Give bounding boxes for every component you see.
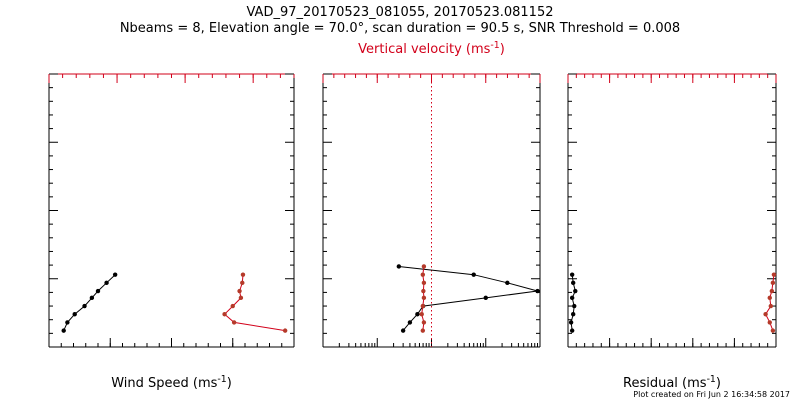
red-series-point xyxy=(222,312,227,317)
black-series-point xyxy=(471,272,476,277)
panel-wind: Wind Speed (ms-1) xyxy=(48,73,295,391)
black-series-point xyxy=(569,272,575,277)
red-series-point xyxy=(763,312,768,317)
x-axis-label-part: ) xyxy=(227,376,232,391)
top-axis-label: Vertical velocity (ms-1) xyxy=(358,40,505,57)
panel-residual: Residual (ms-1) xyxy=(567,73,777,391)
black-series-point xyxy=(415,312,420,317)
black-series-point xyxy=(571,312,576,317)
red-series-point xyxy=(771,272,777,277)
red-series-point xyxy=(421,288,426,294)
black-series-point xyxy=(82,303,87,309)
black-series-point xyxy=(65,320,70,325)
x-axis-label: Wind Speed (ms-1) xyxy=(111,374,232,391)
black-series-point xyxy=(571,280,576,286)
red-series-point xyxy=(770,328,776,333)
top-axis-label-part: -1 xyxy=(490,40,499,51)
top-axis-label-part: Vertical velocity (ms xyxy=(358,42,490,57)
red-series-point xyxy=(768,303,773,309)
black-series-point xyxy=(573,288,578,294)
red-series-point xyxy=(420,272,426,277)
black-series-point xyxy=(572,303,577,309)
red-series-point xyxy=(420,303,426,309)
x-axis-label: Residual (ms-1) xyxy=(623,374,721,391)
black-series-point xyxy=(407,320,413,325)
figure-subtitle: Nbeams = 8, Elevation angle = 70.0°, sca… xyxy=(120,21,680,36)
black-series-point xyxy=(104,280,109,286)
black-series-point xyxy=(72,312,77,317)
red-series-point xyxy=(421,295,427,301)
red-series-point xyxy=(231,320,237,325)
black-series-point xyxy=(535,288,540,294)
x-axis-label-part: -1 xyxy=(217,374,226,385)
red-series-point xyxy=(282,328,288,333)
x-axis-label-part: Wind Speed (ms xyxy=(111,376,217,391)
red-series-point xyxy=(421,280,427,286)
x-axis-label-part: -1 xyxy=(707,374,716,385)
red-series-point xyxy=(230,303,235,309)
x-axis-label-part: Residual (ms xyxy=(623,376,707,391)
red-series-point xyxy=(767,320,772,325)
black-series-point xyxy=(505,280,510,286)
black-series-point xyxy=(483,295,488,301)
red-series-point xyxy=(420,328,426,333)
red-series-point xyxy=(770,280,776,286)
figure-title: VAD_97_20170523_081055, 20170523.081152 xyxy=(247,5,554,20)
plot-created-label: Plot created on Fri Jun 2 16:34:58 2017 xyxy=(633,390,790,399)
black-series-point xyxy=(112,272,118,277)
black-series-point xyxy=(569,295,575,301)
black-series-point xyxy=(400,328,406,333)
red-series-point xyxy=(237,288,242,294)
panels-group: Wind Speed (ms-1)Vertical velocity (ms-1… xyxy=(48,40,777,391)
black-series-point xyxy=(569,328,575,333)
black-series-point xyxy=(568,320,574,325)
red-series-point xyxy=(421,320,427,325)
red-series-point xyxy=(769,288,775,294)
red-series-point xyxy=(421,264,427,269)
black-series-point xyxy=(396,264,402,269)
red-series-point xyxy=(240,280,245,286)
red-series-point xyxy=(240,272,246,277)
panel-snr: Vertical velocity (ms-1) xyxy=(322,40,541,348)
black-series-point xyxy=(61,328,66,333)
black-series-point xyxy=(89,295,95,301)
top-axis-label-part: ) xyxy=(500,42,505,57)
red-series-point xyxy=(419,312,424,317)
red-series-point xyxy=(238,295,244,301)
black-series-point xyxy=(95,288,101,294)
red-series-point xyxy=(767,295,772,301)
x-axis-label-part: ) xyxy=(716,376,721,391)
